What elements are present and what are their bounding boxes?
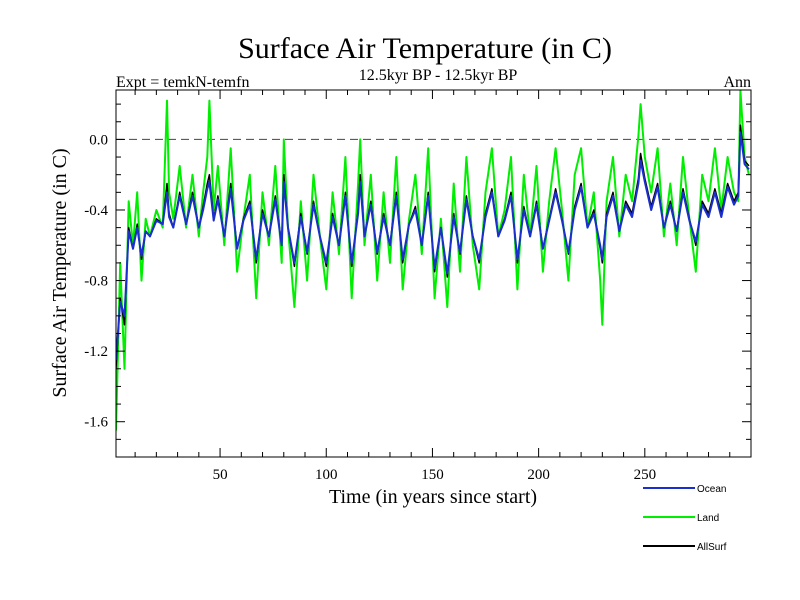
x-tick-label: 50	[213, 467, 228, 483]
y-tick-label: -0.8	[84, 274, 108, 290]
season-label: Ann	[723, 74, 751, 91]
legend-label-land: Land	[697, 513, 719, 524]
x-tick-label: 100	[315, 467, 338, 483]
series-line-ocean	[116, 131, 750, 361]
plot-frame	[115, 89, 752, 458]
chart-title: Surface Air Temperature (in C)	[238, 32, 612, 65]
y-tick-label: -1.6	[84, 415, 108, 431]
x-axis-label: Time (in years since start)	[329, 486, 537, 508]
x-tick-label: 250	[634, 467, 657, 483]
y-axis: 0.0 -0.4 -0.8 -1.2 -1.6	[84, 103, 751, 458]
x-axis: 50 100 150 200 250	[134, 90, 731, 483]
period-label: 12.5kyr BP - 12.5kyr BP	[359, 67, 518, 84]
y-axis-label: Surface Air Temperature (in C)	[49, 148, 71, 397]
series-line-land	[116, 90, 750, 431]
experiment-label: Expt = temkN-temfn	[116, 74, 249, 91]
y-tick-label: 0.0	[89, 132, 108, 148]
y-tick-label: -0.4	[84, 203, 108, 219]
x-tick-label: 150	[421, 467, 444, 483]
legend-label-ocean: Ocean	[697, 484, 726, 495]
legend-label-allsurf: AllSurf	[697, 542, 727, 553]
y-tick-label: -1.2	[84, 344, 108, 360]
plot-area	[116, 90, 751, 431]
legend: Ocean Land AllSurf	[643, 484, 727, 553]
x-tick-label: 200	[527, 467, 550, 483]
